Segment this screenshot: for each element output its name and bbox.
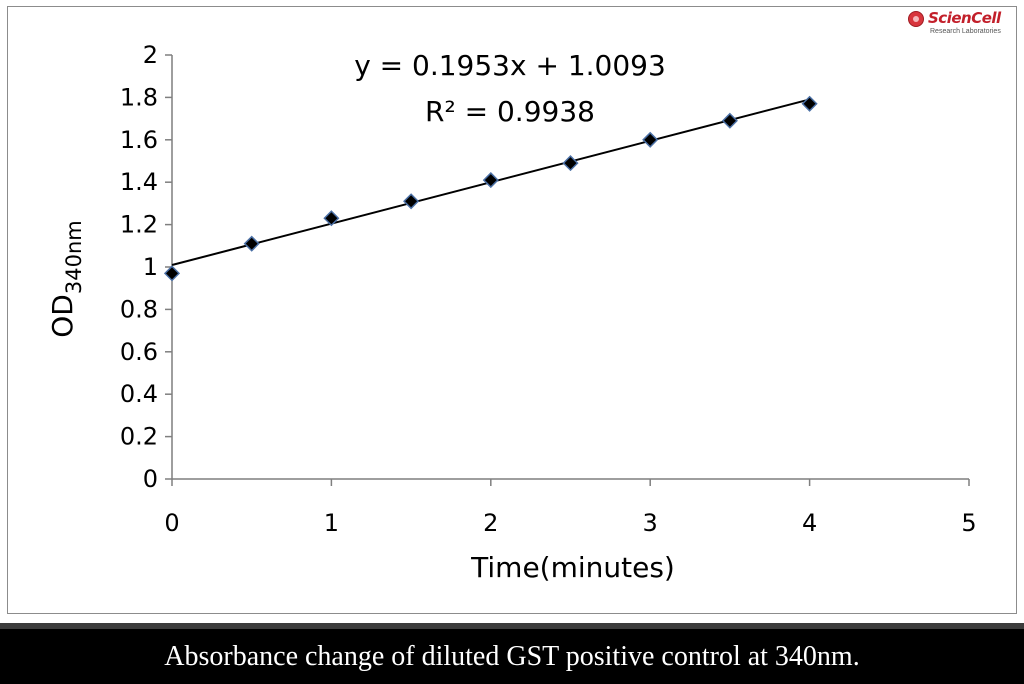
data-point bbox=[243, 235, 260, 252]
y-tick-label: 0.2 bbox=[120, 423, 158, 451]
chart-area: 0 0.2 0.4 0.6 0.8 1 1.2 1.4 1.6 1.8 2 0 1 2 3 4 5 y = 0.… bbox=[7, 6, 1017, 614]
data-point bbox=[323, 210, 340, 227]
data-point bbox=[403, 193, 420, 210]
r-squared-label: R² = 0.9938 bbox=[425, 95, 595, 128]
y-axis-title-main: OD bbox=[46, 294, 79, 338]
data-point bbox=[163, 265, 181, 282]
y-tick-label: 1.2 bbox=[120, 211, 158, 239]
y-tick-label: 1.4 bbox=[120, 168, 158, 196]
y-tick-label: 1 bbox=[143, 253, 158, 281]
y-tick-label: 0.4 bbox=[120, 380, 158, 408]
y-axis-title: OD340nm bbox=[46, 220, 86, 337]
logo-subtitle: Research Laboratories bbox=[930, 28, 1001, 35]
data-point bbox=[801, 95, 818, 112]
y-tick-label: 2 bbox=[143, 41, 158, 69]
data-point bbox=[562, 155, 579, 172]
chart: 0 0.2 0.4 0.6 0.8 1 1.2 1.4 1.6 1.8 2 0 1 2 3 4 5 y = 0.… bbox=[46, 41, 977, 584]
caption-divider bbox=[0, 623, 1024, 629]
y-axis-title-subscript: 340nm bbox=[62, 220, 86, 294]
x-tick-label: 5 bbox=[961, 509, 976, 537]
data-point bbox=[721, 112, 738, 129]
caption-bar: Absorbance change of diluted GST positiv… bbox=[0, 629, 1024, 684]
x-tick-label: 0 bbox=[164, 509, 179, 537]
x-tick-label: 2 bbox=[483, 509, 498, 537]
y-tick-label: 0 bbox=[143, 465, 158, 493]
x-tick-label: 3 bbox=[643, 509, 658, 537]
sciencell-logo: ScienCell Research Laboratories bbox=[906, 9, 1008, 41]
data-point bbox=[642, 131, 659, 148]
y-tick-label: 1.6 bbox=[120, 126, 158, 154]
data-point bbox=[482, 172, 499, 189]
figure-caption: Absorbance change of diluted GST positiv… bbox=[164, 640, 860, 672]
trendline-equation: y = 0.1953x + 1.0093 bbox=[354, 49, 666, 82]
y-tick-label: 1.8 bbox=[120, 83, 158, 111]
logo-name: ScienCell bbox=[928, 9, 1001, 27]
y-tick-label: 0.8 bbox=[120, 295, 158, 323]
x-axis-title: Time(minutes) bbox=[470, 551, 675, 584]
y-tick-label: 0.6 bbox=[120, 338, 158, 366]
x-tick-label: 4 bbox=[802, 509, 817, 537]
logo-mark-icon bbox=[908, 11, 924, 27]
x-tick-label: 1 bbox=[324, 509, 339, 537]
